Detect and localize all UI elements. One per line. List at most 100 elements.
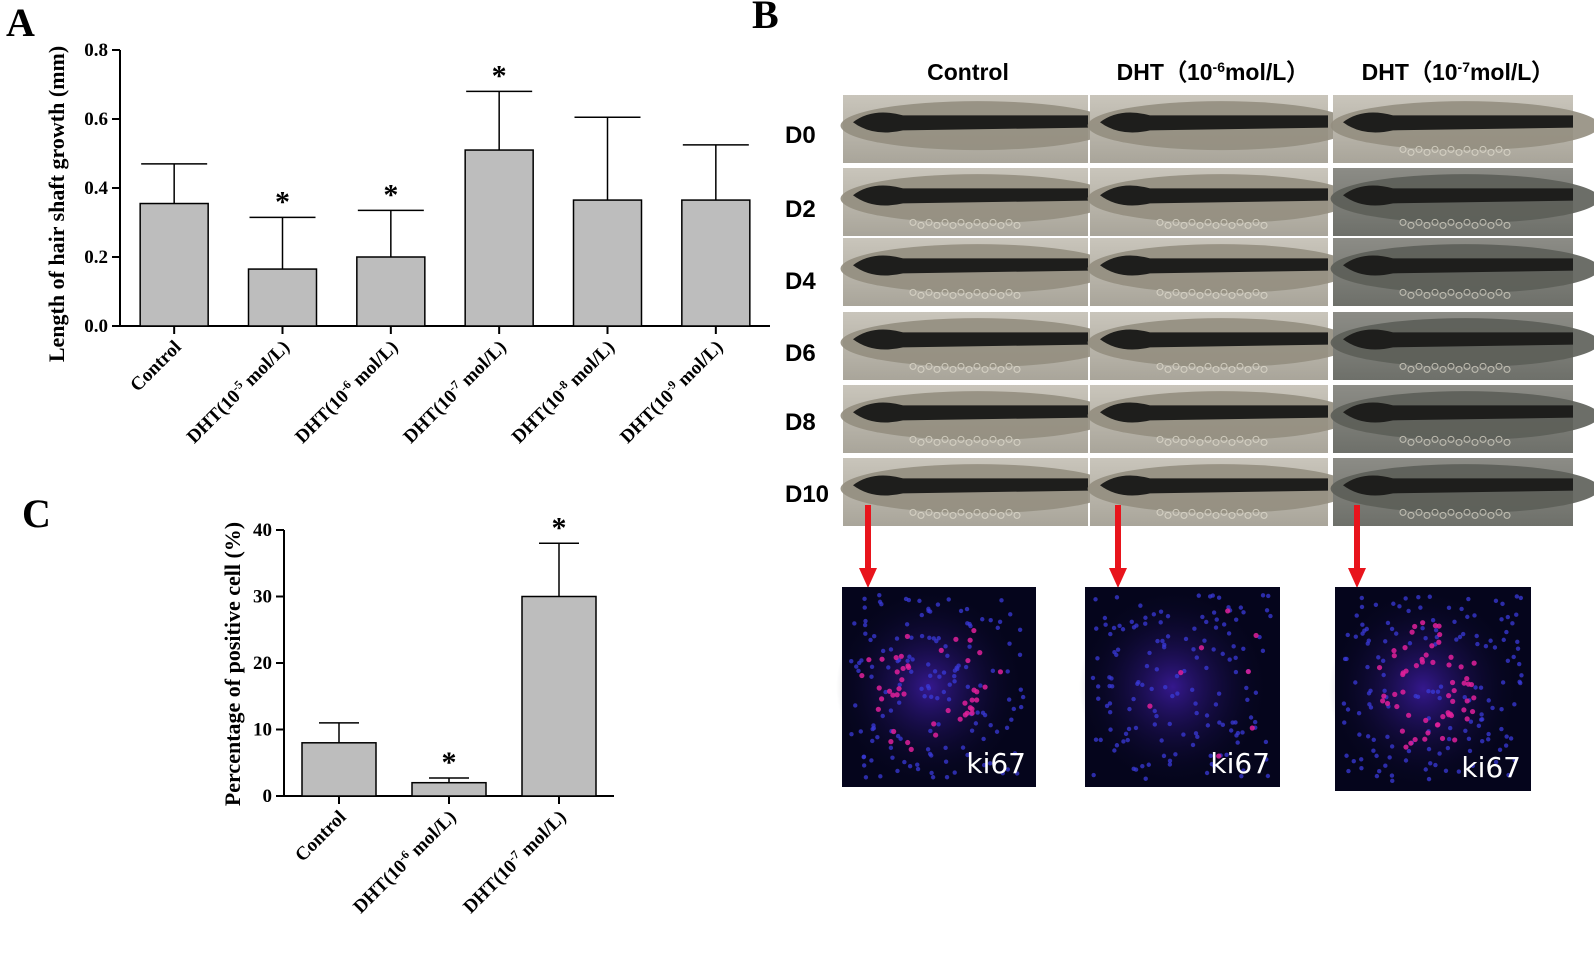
- nucleus: [1359, 757, 1364, 762]
- ki67-positive-cell: [906, 664, 912, 670]
- bulb-cell: [1479, 145, 1487, 153]
- bulb-cell: [1439, 148, 1447, 156]
- bulb-cell: [1439, 221, 1447, 229]
- bulb-cell: [1463, 218, 1471, 226]
- nucleus: [1376, 655, 1381, 660]
- ki67-positive-cell: [1446, 693, 1452, 699]
- bulb-cell: [1407, 365, 1415, 373]
- hair-shaft: [853, 255, 1088, 276]
- bulb-cell: [957, 288, 965, 296]
- nucleus: [869, 758, 874, 763]
- nucleus: [1460, 631, 1466, 637]
- nucleus: [1466, 596, 1471, 602]
- nucleus: [1191, 647, 1196, 652]
- nucleus: [980, 617, 985, 622]
- nucleus: [1202, 638, 1207, 643]
- bulb-cell: [1244, 438, 1252, 446]
- bulb-cell: [1005, 508, 1013, 516]
- bulb-cell: [949, 438, 957, 446]
- nucleus: [1107, 675, 1112, 680]
- nucleus: [1204, 770, 1210, 776]
- nucleus: [1252, 719, 1258, 725]
- bulb-cell: [1156, 435, 1164, 443]
- nucleus: [1165, 634, 1171, 639]
- ki67-positive-cell: [1381, 693, 1387, 699]
- nucleus: [1159, 738, 1164, 743]
- nucleus: [1345, 632, 1350, 638]
- nucleus: [956, 663, 961, 668]
- nucleus: [886, 665, 891, 670]
- bulb-cell: [1204, 288, 1212, 296]
- bulb-cell: [965, 221, 973, 229]
- nucleus: [1146, 762, 1151, 767]
- nucleus: [965, 684, 971, 689]
- bulb-cell: [1399, 508, 1407, 516]
- ki67-positive-cell: [1391, 653, 1397, 659]
- nucleus: [872, 633, 877, 639]
- bulb-cell: [1439, 438, 1447, 446]
- micrograph-tile: [840, 385, 1115, 453]
- nucleus: [936, 722, 941, 727]
- nucleus: [1204, 619, 1209, 625]
- ki67-positive-cell: [1423, 652, 1429, 658]
- red-arrowhead-1: [1109, 568, 1127, 588]
- nucleus: [1020, 694, 1026, 700]
- bulb-cell: [989, 218, 997, 226]
- nucleus: [1483, 643, 1489, 649]
- bulb-cell: [1415, 288, 1423, 296]
- nucleus: [1457, 634, 1463, 640]
- nucleus: [1360, 622, 1365, 627]
- nucleus: [863, 618, 868, 624]
- red-arrowhead-0: [859, 568, 877, 588]
- hair-shaft: [1100, 402, 1328, 423]
- nucleus: [915, 766, 921, 772]
- nucleus: [1009, 717, 1014, 722]
- nucleus: [1152, 708, 1157, 714]
- nucleus: [965, 752, 970, 758]
- bulb-cell: [941, 435, 949, 443]
- ki67-positive-cell: [1245, 668, 1251, 675]
- column-header-0: Control: [927, 59, 1009, 85]
- bulb-cell: [933, 221, 941, 229]
- bulb-cell: [1495, 288, 1503, 296]
- bulb-cell: [1471, 365, 1479, 373]
- nucleus: [1506, 772, 1511, 778]
- chart-c-category-label: Control: [291, 807, 350, 866]
- bulb-cell: [1471, 221, 1479, 229]
- bulb-cell: [1495, 145, 1503, 153]
- bulb-cell: [1399, 288, 1407, 296]
- micrograph-tile: [1087, 312, 1355, 380]
- nucleus: [1446, 605, 1452, 611]
- nucleus: [1211, 647, 1216, 652]
- ki67-positive-cell: [1430, 659, 1436, 665]
- ki67-positive-cell: [931, 721, 937, 727]
- micrograph-tile: [840, 312, 1115, 380]
- nucleus: [1437, 695, 1442, 701]
- bulb-cell: [917, 511, 925, 519]
- bulb-cell: [925, 218, 933, 226]
- hair-shaft: [1100, 112, 1328, 133]
- bulb-cell: [1260, 438, 1268, 446]
- nucleus: [1341, 701, 1347, 706]
- bulb-cell: [1495, 508, 1503, 516]
- nucleus: [1238, 605, 1244, 610]
- chart-a-category-label: DHT(10-8 mol/L): [507, 335, 620, 448]
- nucleus: [1017, 627, 1023, 633]
- nucleus: [1472, 613, 1477, 618]
- ki67-positive-cell: [1436, 639, 1442, 645]
- nucleus: [1512, 758, 1517, 763]
- nucleus: [1366, 691, 1372, 696]
- nucleus: [1359, 765, 1364, 771]
- nucleus: [1452, 619, 1457, 624]
- nucleus: [1268, 613, 1273, 619]
- ki67-positive-cell: [1225, 608, 1231, 614]
- nucleus: [1406, 608, 1411, 614]
- nucleus: [943, 759, 949, 764]
- bulb-cell: [1252, 218, 1260, 226]
- ki67-positive-cell: [1449, 679, 1456, 686]
- ki67-positive-cell: [938, 647, 944, 653]
- nucleus: [1462, 694, 1467, 700]
- nucleus: [1194, 655, 1199, 660]
- nucleus: [919, 686, 924, 692]
